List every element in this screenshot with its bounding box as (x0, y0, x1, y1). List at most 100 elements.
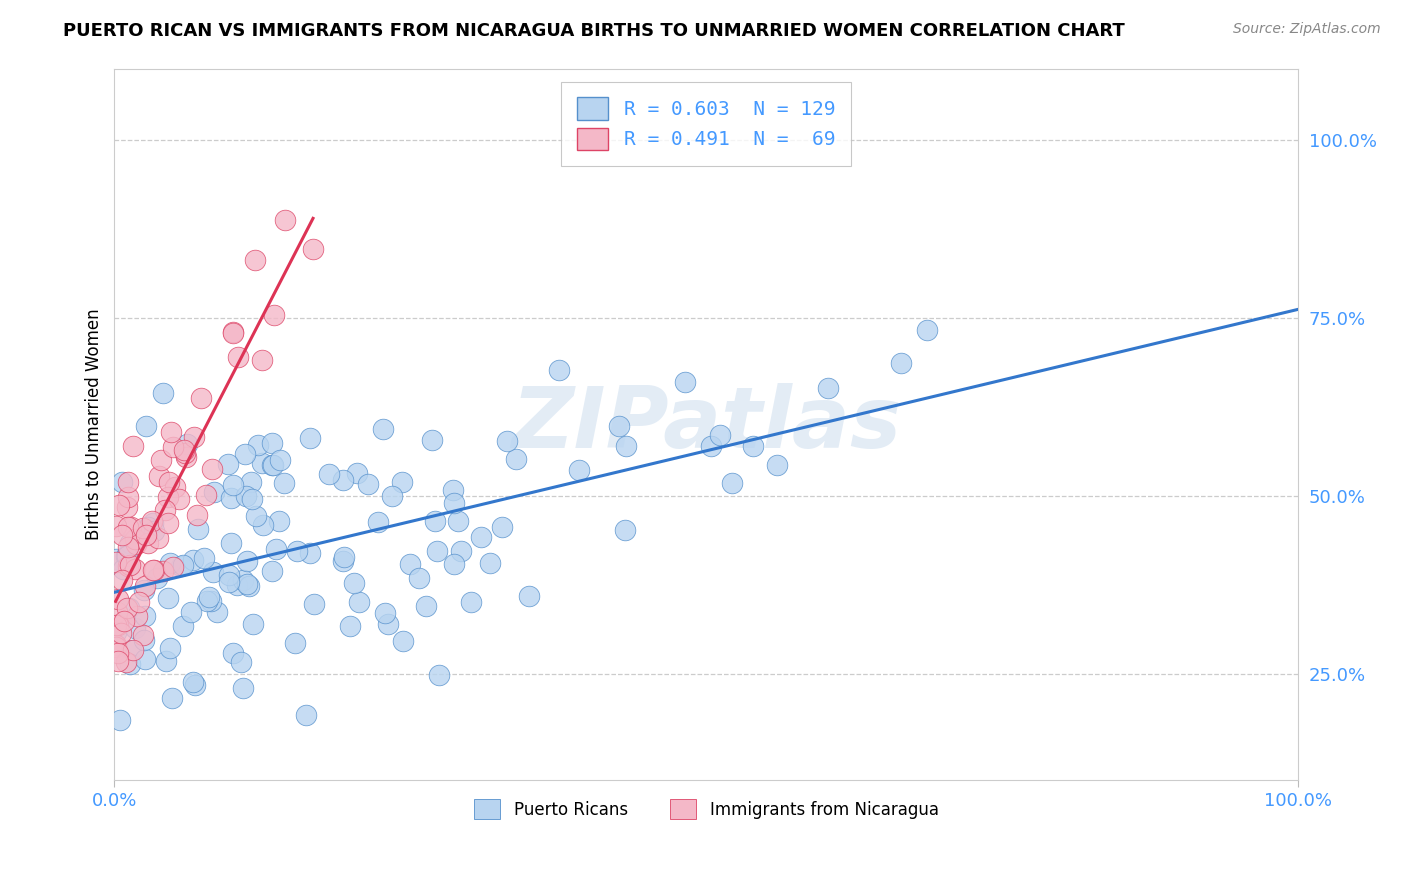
Point (917, 323, 939, 337)
Point (135, 528, 157, 542)
Point (181, 552, 204, 566)
Point (122, 643, 145, 657)
Point (159, 640, 181, 655)
Point (124, 621, 146, 635)
Point (470, 530, 492, 544)
Point (150, 453, 173, 467)
Point (392, 634, 415, 648)
Point (245, 252, 267, 267)
Point (174, 445, 197, 459)
Point (162, 560, 184, 574)
Point (245, 508, 267, 523)
Point (226, 350, 249, 364)
Point (157, 516, 180, 530)
Point (176, 437, 198, 451)
Point (153, 503, 176, 517)
Point (117, 519, 139, 533)
Point (766, 458, 789, 472)
Point (155, 654, 177, 668)
Point (111, 573, 134, 587)
Legend: Puerto Ricans, Immigrants from Nicaragua: Puerto Ricans, Immigrants from Nicaragua (467, 793, 945, 825)
Point (152, 385, 174, 400)
Point (262, 458, 284, 472)
Point (181, 675, 204, 690)
Point (219, 536, 242, 550)
Text: Source: ZipAtlas.com: Source: ZipAtlas.com (1233, 22, 1381, 37)
Point (607, 418, 630, 433)
Point (142, 516, 165, 530)
Point (285, 544, 308, 558)
Point (205, 605, 228, 619)
Point (134, 632, 156, 647)
Point (252, 517, 274, 532)
Point (107, 654, 129, 668)
Point (721, 475, 744, 490)
Point (117, 541, 139, 555)
Point (120, 657, 142, 672)
Point (221, 491, 243, 506)
Point (266, 542, 288, 557)
Point (420, 433, 443, 447)
Point (616, 439, 638, 453)
Point (298, 431, 321, 445)
Point (236, 576, 259, 591)
Point (132, 582, 155, 597)
Point (332, 554, 354, 568)
Point (447, 514, 470, 528)
Point (201, 566, 224, 580)
Point (218, 574, 240, 589)
Point (408, 570, 430, 584)
Point (183, 430, 205, 444)
Point (115, 549, 138, 564)
Point (111, 475, 134, 489)
Point (229, 655, 252, 669)
Point (124, 562, 146, 576)
Point (247, 438, 270, 452)
Point (232, 573, 254, 587)
Point (495, 434, 517, 448)
Point (124, 532, 146, 546)
Point (107, 592, 129, 607)
Point (172, 558, 194, 572)
Point (104, 618, 127, 632)
Point (343, 576, 366, 591)
Point (240, 492, 263, 507)
Point (110, 625, 132, 640)
Point (332, 549, 354, 564)
Point (242, 617, 264, 632)
Point (221, 325, 243, 339)
Point (232, 681, 254, 695)
Point (201, 461, 224, 475)
Point (118, 535, 141, 549)
Point (709, 427, 731, 442)
Point (135, 418, 157, 433)
Text: ZIPatlas: ZIPatlas (510, 383, 901, 466)
Point (347, 594, 370, 608)
Y-axis label: Births to Unmarried Women: Births to Unmarried Women (86, 309, 103, 541)
Point (202, 484, 225, 499)
Point (357, 476, 380, 491)
Point (817, 381, 839, 395)
Point (399, 557, 422, 571)
Point (505, 452, 527, 467)
Point (218, 568, 240, 582)
Point (226, 578, 249, 592)
Point (222, 646, 245, 660)
Point (200, 594, 222, 608)
Point (302, 597, 325, 611)
Point (157, 490, 180, 504)
Point (187, 522, 209, 536)
Point (614, 523, 637, 537)
Point (425, 514, 447, 528)
Point (104, 551, 127, 566)
Point (117, 500, 139, 515)
Point (128, 594, 150, 608)
Point (260, 458, 283, 473)
Point (339, 618, 361, 632)
Point (148, 531, 170, 545)
Point (107, 646, 129, 660)
Point (443, 483, 465, 497)
Point (302, 243, 325, 257)
Point (162, 440, 184, 454)
Point (159, 425, 181, 439)
